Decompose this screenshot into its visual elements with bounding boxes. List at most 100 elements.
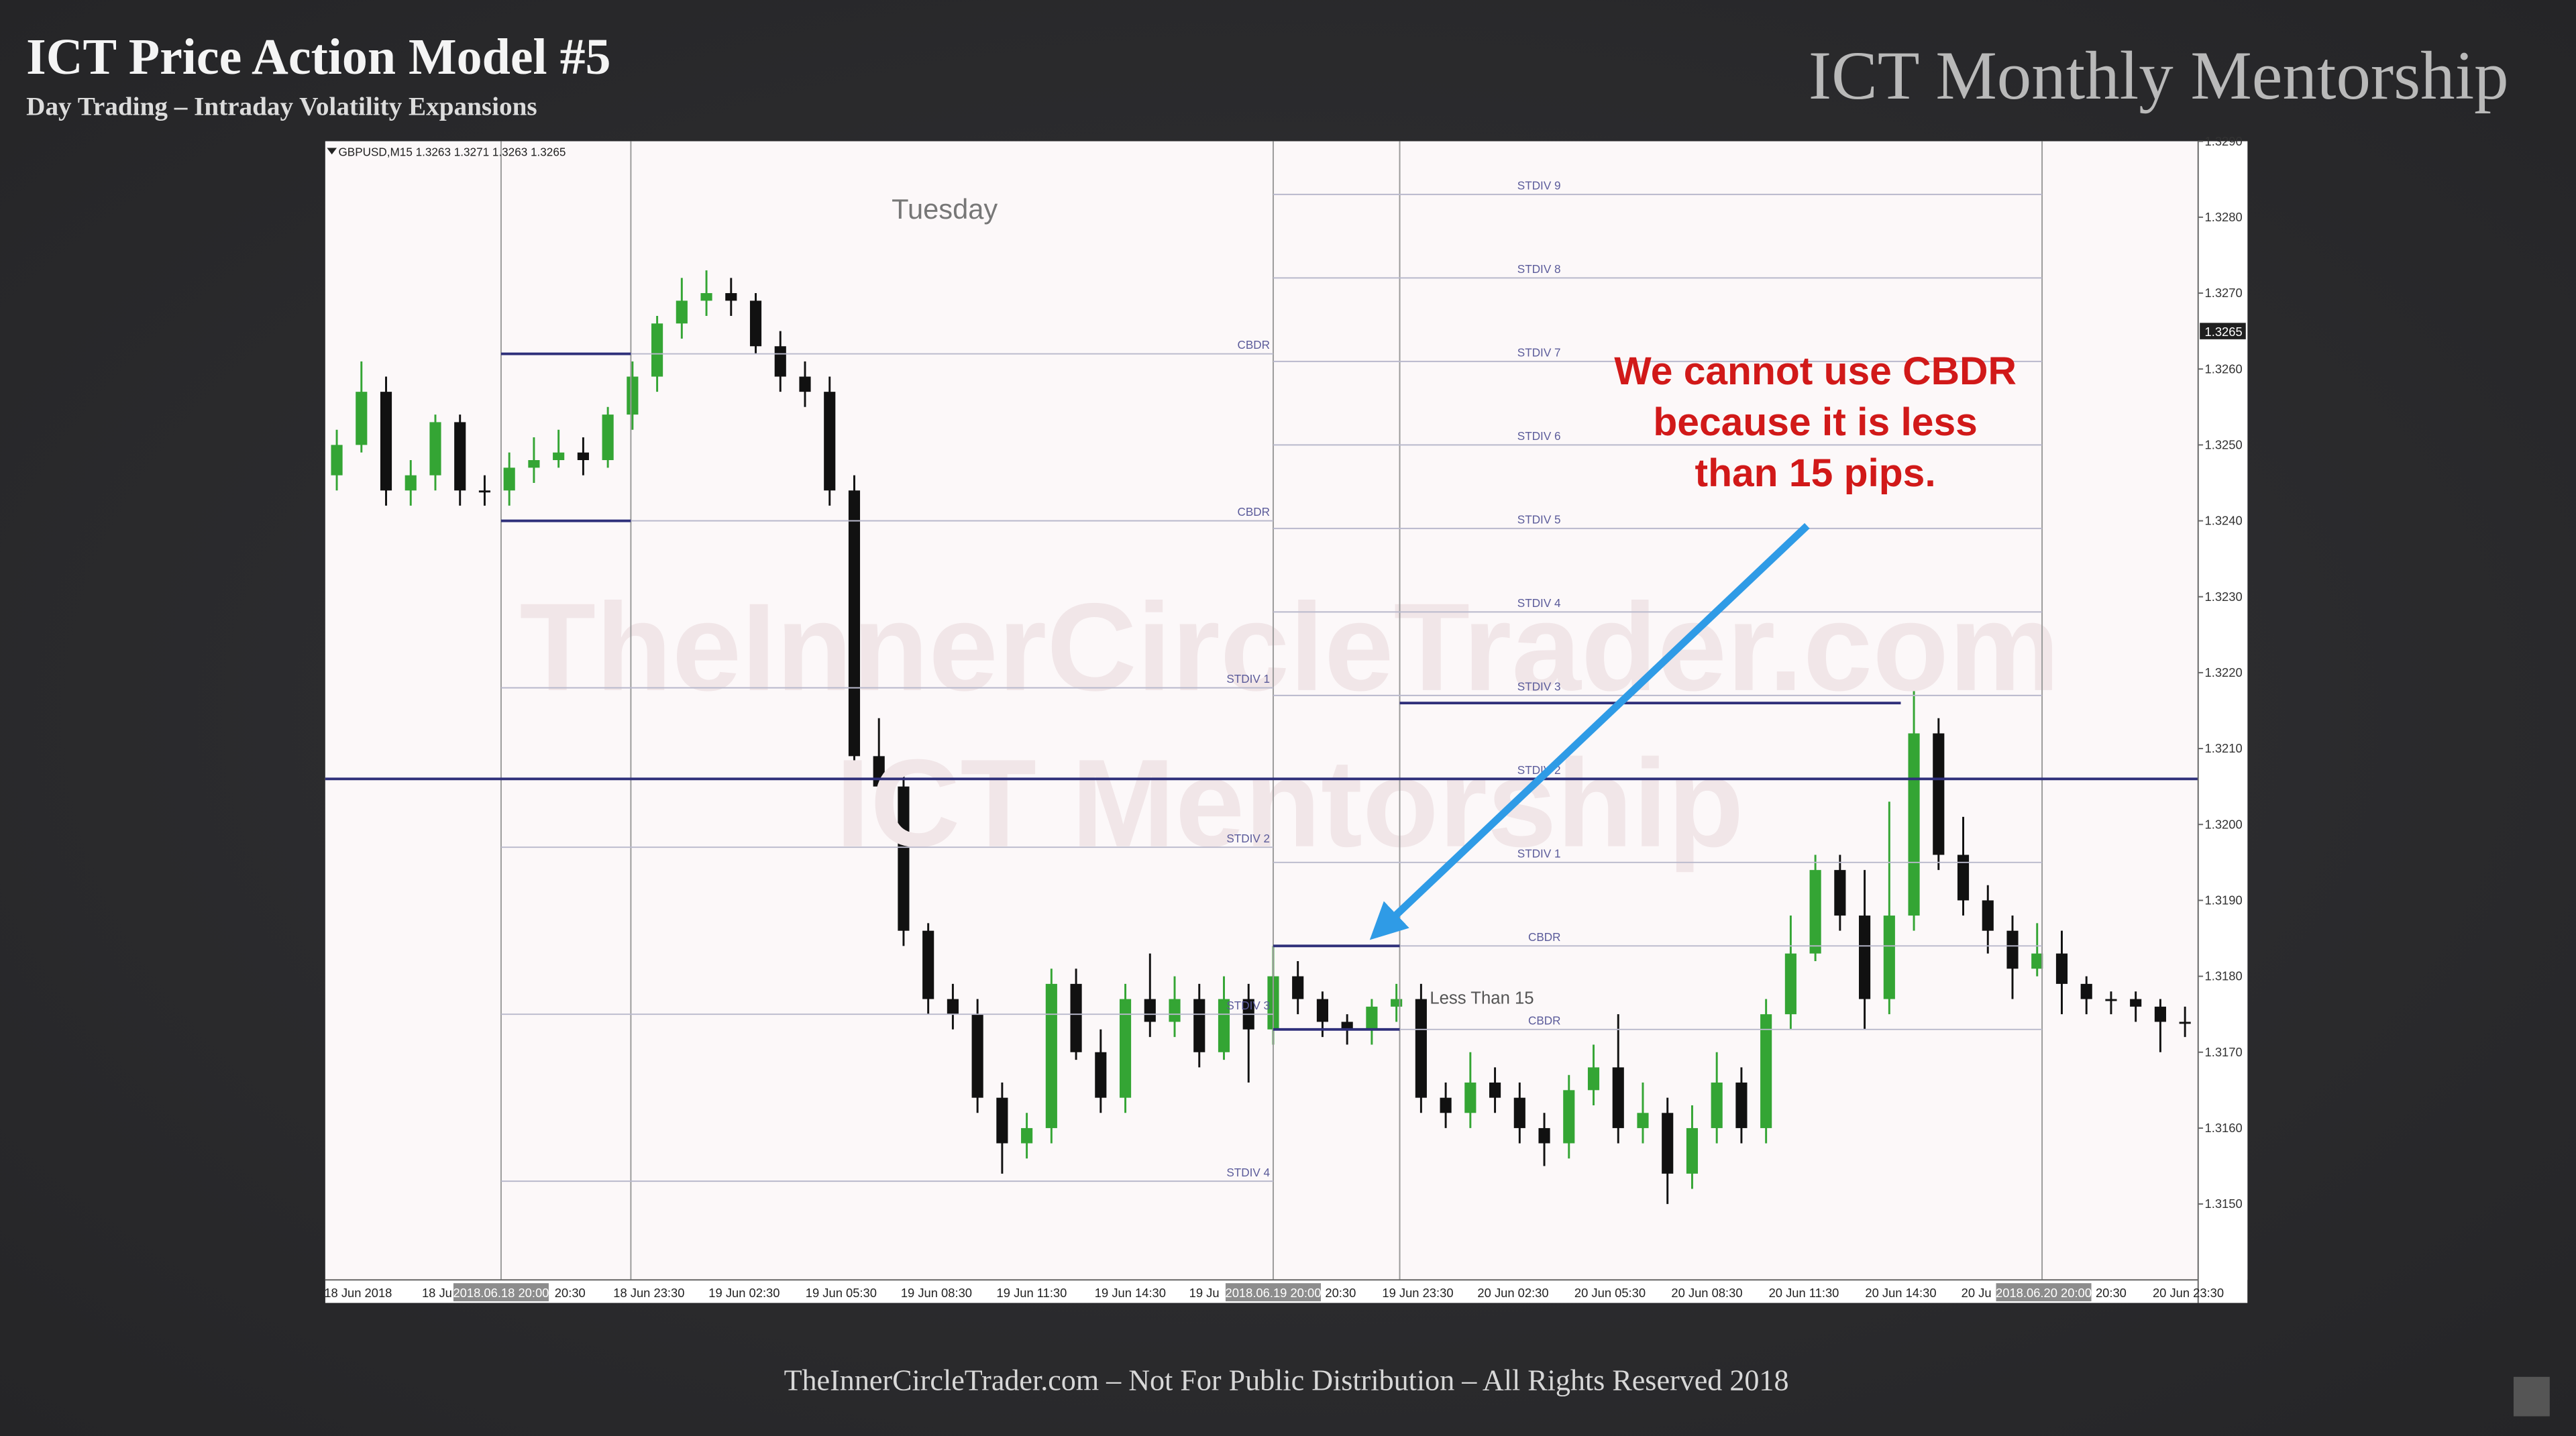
candle-body	[898, 786, 910, 931]
candle-body	[824, 392, 836, 491]
candle-body	[478, 490, 491, 493]
candle-body	[2154, 1006, 2166, 1022]
time-highlight	[453, 1283, 549, 1302]
y-tick-label: 1.3190	[2205, 893, 2243, 907]
y-tick-label: 1.3280	[2205, 210, 2243, 224]
candle-body	[922, 930, 934, 999]
candle-body	[503, 467, 515, 491]
x-tick-label: 20 Jun 23:30	[2153, 1286, 2224, 1300]
x-tick-label: 20 Jun 02:30	[1477, 1286, 1548, 1300]
candle-body	[1809, 870, 1821, 954]
std-level-label: STDIV 9	[1517, 179, 1561, 192]
candle-body	[1341, 1021, 1353, 1030]
candle-body	[429, 422, 441, 476]
x-tick-label: 20:30	[555, 1286, 586, 1300]
std-level-label: STDIV 8	[1517, 262, 1561, 276]
y-tick-label: 1.3240	[2205, 514, 2243, 528]
candle-body	[331, 445, 343, 476]
candle-body	[749, 300, 762, 347]
x-tick-label: 19 Jun 05:30	[806, 1286, 877, 1300]
x-tick-label: 20 Jun 05:30	[1574, 1286, 1646, 1300]
candle-body	[700, 293, 712, 301]
candle-body	[676, 300, 688, 324]
annotation-arrow	[1369, 522, 1810, 940]
candle-body	[848, 490, 861, 757]
candle-body	[627, 376, 639, 415]
std-level-label: STDIV 5	[1517, 513, 1561, 527]
watermark: ICT Mentorship	[835, 734, 1743, 873]
annotation-text: We cannot use CBDR	[1614, 349, 2017, 393]
std-level-label: STDIV 3	[1226, 999, 1270, 1012]
std-level-label: STDIV 3	[1517, 679, 1561, 693]
candle-body	[1908, 733, 1920, 916]
y-tick-label: 1.3210	[2205, 741, 2243, 755]
candle-body	[1957, 854, 1970, 901]
y-tick-label: 1.3160	[2205, 1121, 2243, 1135]
time-highlight	[1225, 1283, 1321, 1302]
x-tick-label: 18 Jun 23:30	[613, 1286, 684, 1300]
x-tick-label: 18 Ju	[422, 1286, 452, 1300]
brand: ICT Monthly Mentorship	[1809, 38, 2509, 114]
candle-body	[1440, 1097, 1452, 1113]
std-level-label: STDIV 2	[1226, 832, 1270, 845]
symbol-header: GBPUSD,M15 1.3263 1.3271 1.3263 1.3265	[338, 146, 566, 159]
candle-body	[1859, 916, 1871, 999]
x-tick-label: 20 Jun 11:30	[1769, 1286, 1839, 1300]
range-note: Less Than 15	[1430, 989, 1534, 1008]
candle-body	[774, 346, 786, 377]
candle-body	[1489, 1083, 1501, 1098]
watermark: TheInnerCircleTrader.com	[519, 577, 2059, 717]
y-tick-label: 1.3220	[2205, 665, 2243, 679]
candle-body	[1982, 900, 1994, 931]
candle-body	[971, 1014, 983, 1098]
candle-body	[454, 422, 466, 491]
y-tick-label: 1.3260	[2205, 362, 2243, 376]
candle-body	[1760, 1014, 1772, 1128]
annotation-text: because it is less	[1653, 400, 1977, 444]
candle-body	[2130, 999, 2142, 1007]
x-tick-label: 20 Ju	[1962, 1286, 1992, 1300]
std-level-label: STDIV 6	[1517, 429, 1561, 443]
x-tick-label: 19 Jun 14:30	[1095, 1286, 1166, 1300]
std-level-label: CBDR	[1238, 338, 1271, 351]
candle-body	[1045, 983, 1057, 1128]
time-highlight	[1996, 1283, 2092, 1302]
candle-body	[725, 293, 737, 301]
x-tick-label: 19 Ju	[1189, 1286, 1220, 1300]
candle-body	[1464, 1083, 1477, 1113]
annotation-text: than 15 pips.	[1695, 451, 1936, 495]
x-tick-label: 20:30	[2096, 1286, 2127, 1300]
candle-body	[405, 475, 417, 491]
x-tick-label: 19 Jun 02:30	[708, 1286, 780, 1300]
candle-body	[1169, 999, 1181, 1022]
candle-body	[1119, 999, 1132, 1098]
candle-body	[1784, 953, 1796, 1015]
candle-body	[1415, 999, 1427, 1098]
std-level-label: CBDR	[1238, 505, 1271, 518]
candle-body	[996, 1097, 1008, 1144]
y-tick-label: 1.3200	[2205, 817, 2243, 831]
candle-body	[2105, 999, 2117, 1001]
x-tick-label: 18 Jun 2018	[324, 1286, 392, 1300]
header-triangle	[327, 148, 337, 155]
y-tick-label: 1.3180	[2205, 969, 2243, 983]
y-tick-label: 1.3170	[2205, 1045, 2243, 1059]
std-level-label: CBDR	[1528, 1013, 1561, 1027]
std-level-label: STDIV 7	[1517, 346, 1561, 360]
x-tick-label: 2018.06.20 20:00	[1996, 1286, 2092, 1300]
x-tick-label: 2018.06.19 20:00	[1226, 1286, 1322, 1300]
candle-body	[1070, 983, 1082, 1052]
candle-body	[602, 415, 614, 461]
candle-body	[1095, 1052, 1107, 1098]
std-level-label: STDIV 4	[1517, 596, 1561, 610]
y-tick-label: 1.3270	[2205, 286, 2243, 300]
std-level-label: STDIV 1	[1226, 672, 1270, 685]
candle-body	[1021, 1127, 1033, 1144]
plot-area	[325, 141, 2198, 1280]
slide-subtitle: Day Trading – Intraday Volatility Expans…	[26, 92, 537, 121]
x-tick-label: 19 Jun 23:30	[1382, 1286, 1453, 1300]
candle-body	[1587, 1067, 1600, 1091]
candle-body	[2179, 1021, 2191, 1024]
